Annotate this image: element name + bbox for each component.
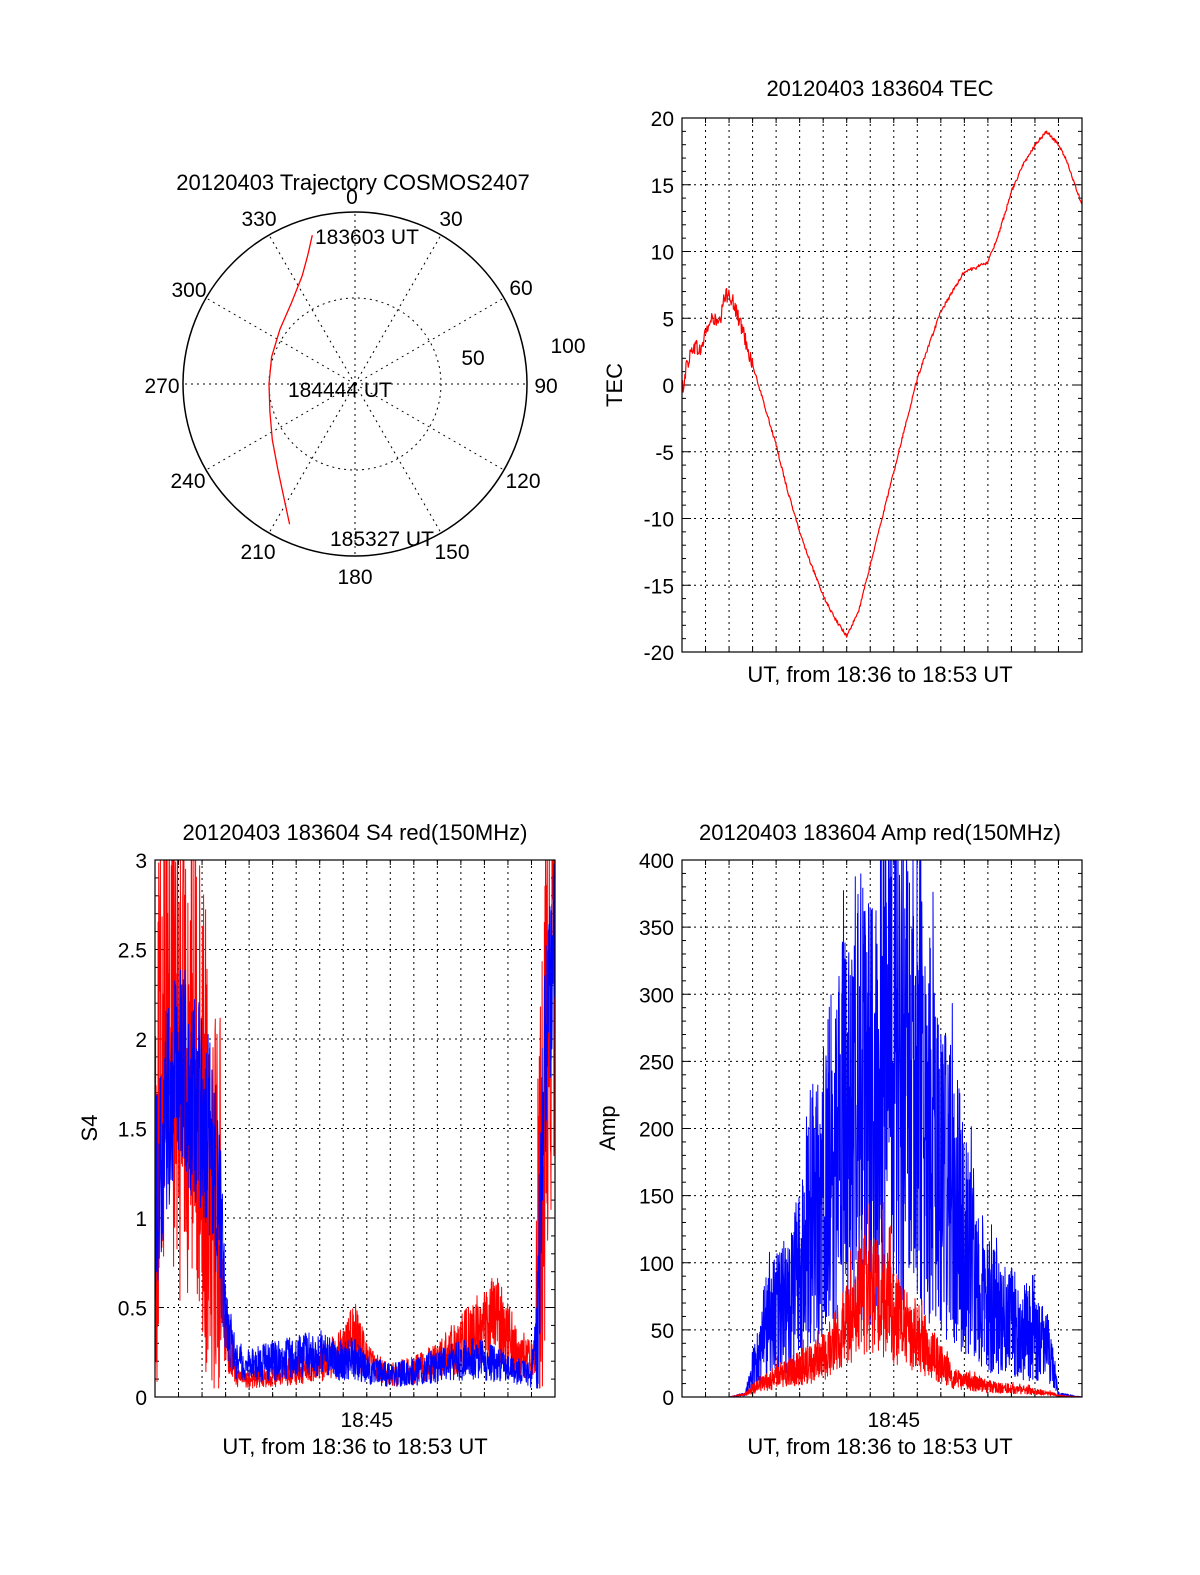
amp-ytick-label: 400 [639,850,674,873]
s4-ytick-label: 1.5 [118,1119,147,1142]
amp-panel: 20120403 183604 Amp red(150MHz) UT, from… [595,820,1083,1459]
s4-series-line-0 [155,860,555,1389]
polar-angle-label: 300 [171,279,206,302]
trajectory-line [268,235,313,525]
amp-xlabel: UT, from 18:36 to 18:53 UT [747,1434,1012,1459]
amp-ylabel: Amp [595,1105,620,1150]
tec-ytick-label: 0 [662,375,674,398]
s4-frame [154,859,556,1398]
s4-xlabel: UT, from 18:36 to 18:53 UT [222,1434,487,1459]
polar-spoke-120 [354,383,505,471]
tec-ytick-labels: -20 -15 -10 -5 0 5 10 15 20 [644,108,674,665]
tec-ytick-label: -15 [644,575,674,598]
polar-angle-label: 60 [509,277,532,300]
s4-ytick-label: 1 [135,1208,147,1231]
s4-ytick-label: 0.5 [118,1298,147,1321]
tec-xlabel: UT, from 18:36 to 18:53 UT [747,662,1012,687]
polar-spoke-60 [354,297,505,385]
polar-time-annotation: 184444 UT [288,379,392,402]
s4-ytick-label: 2 [135,1029,147,1052]
amp-ytick-label: 0 [662,1387,674,1410]
polar-spoke-330 [268,234,356,385]
s4-panel: 20120403 183604 S4 red(150MHz) UT, from … [77,820,556,1459]
tec-ytick-label: 20 [651,108,674,131]
s4-series [155,860,555,1389]
polar-angle-label: 0 [346,186,358,209]
tec-title: 20120403 183604 TEC [766,76,993,101]
tec-ytick-label: 5 [662,308,674,331]
amp-xtick-label: 18:45 [867,1409,920,1432]
amp-series-line-1 [682,1202,1082,1397]
polar-spoke-240 [205,383,356,471]
polar-spoke-300 [205,297,356,385]
amp-ytick-label: 200 [639,1119,674,1142]
polar-angle-label: 150 [434,541,469,564]
polar-angle-label: 210 [240,541,275,564]
polar-radial-label: 50 [461,347,484,370]
polar-radial-labels: 50 100 [461,335,585,370]
amp-ytick-label: 250 [639,1051,674,1074]
tec-series-line-0 [682,130,1082,638]
amp-ytick-label: 350 [639,917,674,940]
s4-ytick-label: 3 [135,850,147,873]
s4-ytick-labels: 0 0.5 1 1.5 2 2.5 3 [118,850,147,1410]
polar-angle-label: 90 [534,375,557,398]
polar-angle-label: 180 [337,566,372,589]
polar-spoke-210 [268,383,356,534]
amp-ytick-label: 50 [651,1320,674,1343]
s4-xtick-label: 18:45 [340,1409,393,1432]
polar-radial-label: 100 [550,335,585,358]
tec-ytick-label: -20 [644,642,674,665]
polar-angle-label: 120 [505,470,540,493]
amp-ytick-label: 300 [639,984,674,1007]
polar-series [268,235,313,525]
s4-title: 20120403 183604 S4 red(150MHz) [183,820,528,845]
tec-ytick-label: -10 [644,509,674,532]
amp-frame [681,859,1083,1398]
polar-angle-labels: 0 30 60 90 120 150 180 210 240 270 300 330 [144,186,557,589]
polar-angle-label: 240 [170,470,205,493]
tec-grid [682,118,1082,652]
polar-spoke-30 [354,234,442,385]
tec-ylabel: TEC [602,363,627,407]
s4-ylabel: S4 [77,1115,102,1142]
tec-ytick-label: 15 [651,175,674,198]
amp-ytick-labels: 0 50 100 150 200 250 300 350 400 [639,850,674,1410]
amp-series [682,860,1082,1397]
s4-series-line-1 [155,863,555,1389]
tec-ytick-label: 10 [651,242,674,265]
polar-spoke-150 [354,383,442,534]
polar-outer-ring [182,211,528,557]
polar-time-annotation: 183603 UT [315,226,419,249]
trajectory-polar-plot: 20120403 Trajectory COSMOS2407 0 30 60 90 12… [144,170,585,589]
s4-ytick-label: 0 [135,1387,147,1410]
polar-annotations: 183603 UT 184444 UT 185327 UT [288,226,434,551]
s4-ytick-label: 2.5 [118,940,147,963]
polar-time-annotation: 185327 UT [330,528,434,551]
amp-ytick-label: 150 [639,1186,674,1209]
amp-title: 20120403 183604 Amp red(150MHz) [699,820,1061,845]
tec-ytick-label: -5 [655,442,674,465]
tec-frame [681,117,1083,653]
polar-angle-label: 330 [241,208,276,231]
amp-ytick-label: 100 [639,1253,674,1276]
tec-series [682,130,1082,638]
trajectory-title: 20120403 Trajectory COSMOS2407 [176,170,529,195]
tec-panel: 20120403 183604 TEC UT, from 18:36 to 18… [602,76,1083,687]
polar-angle-label: 30 [439,208,462,231]
polar-angle-label: 270 [144,375,179,398]
